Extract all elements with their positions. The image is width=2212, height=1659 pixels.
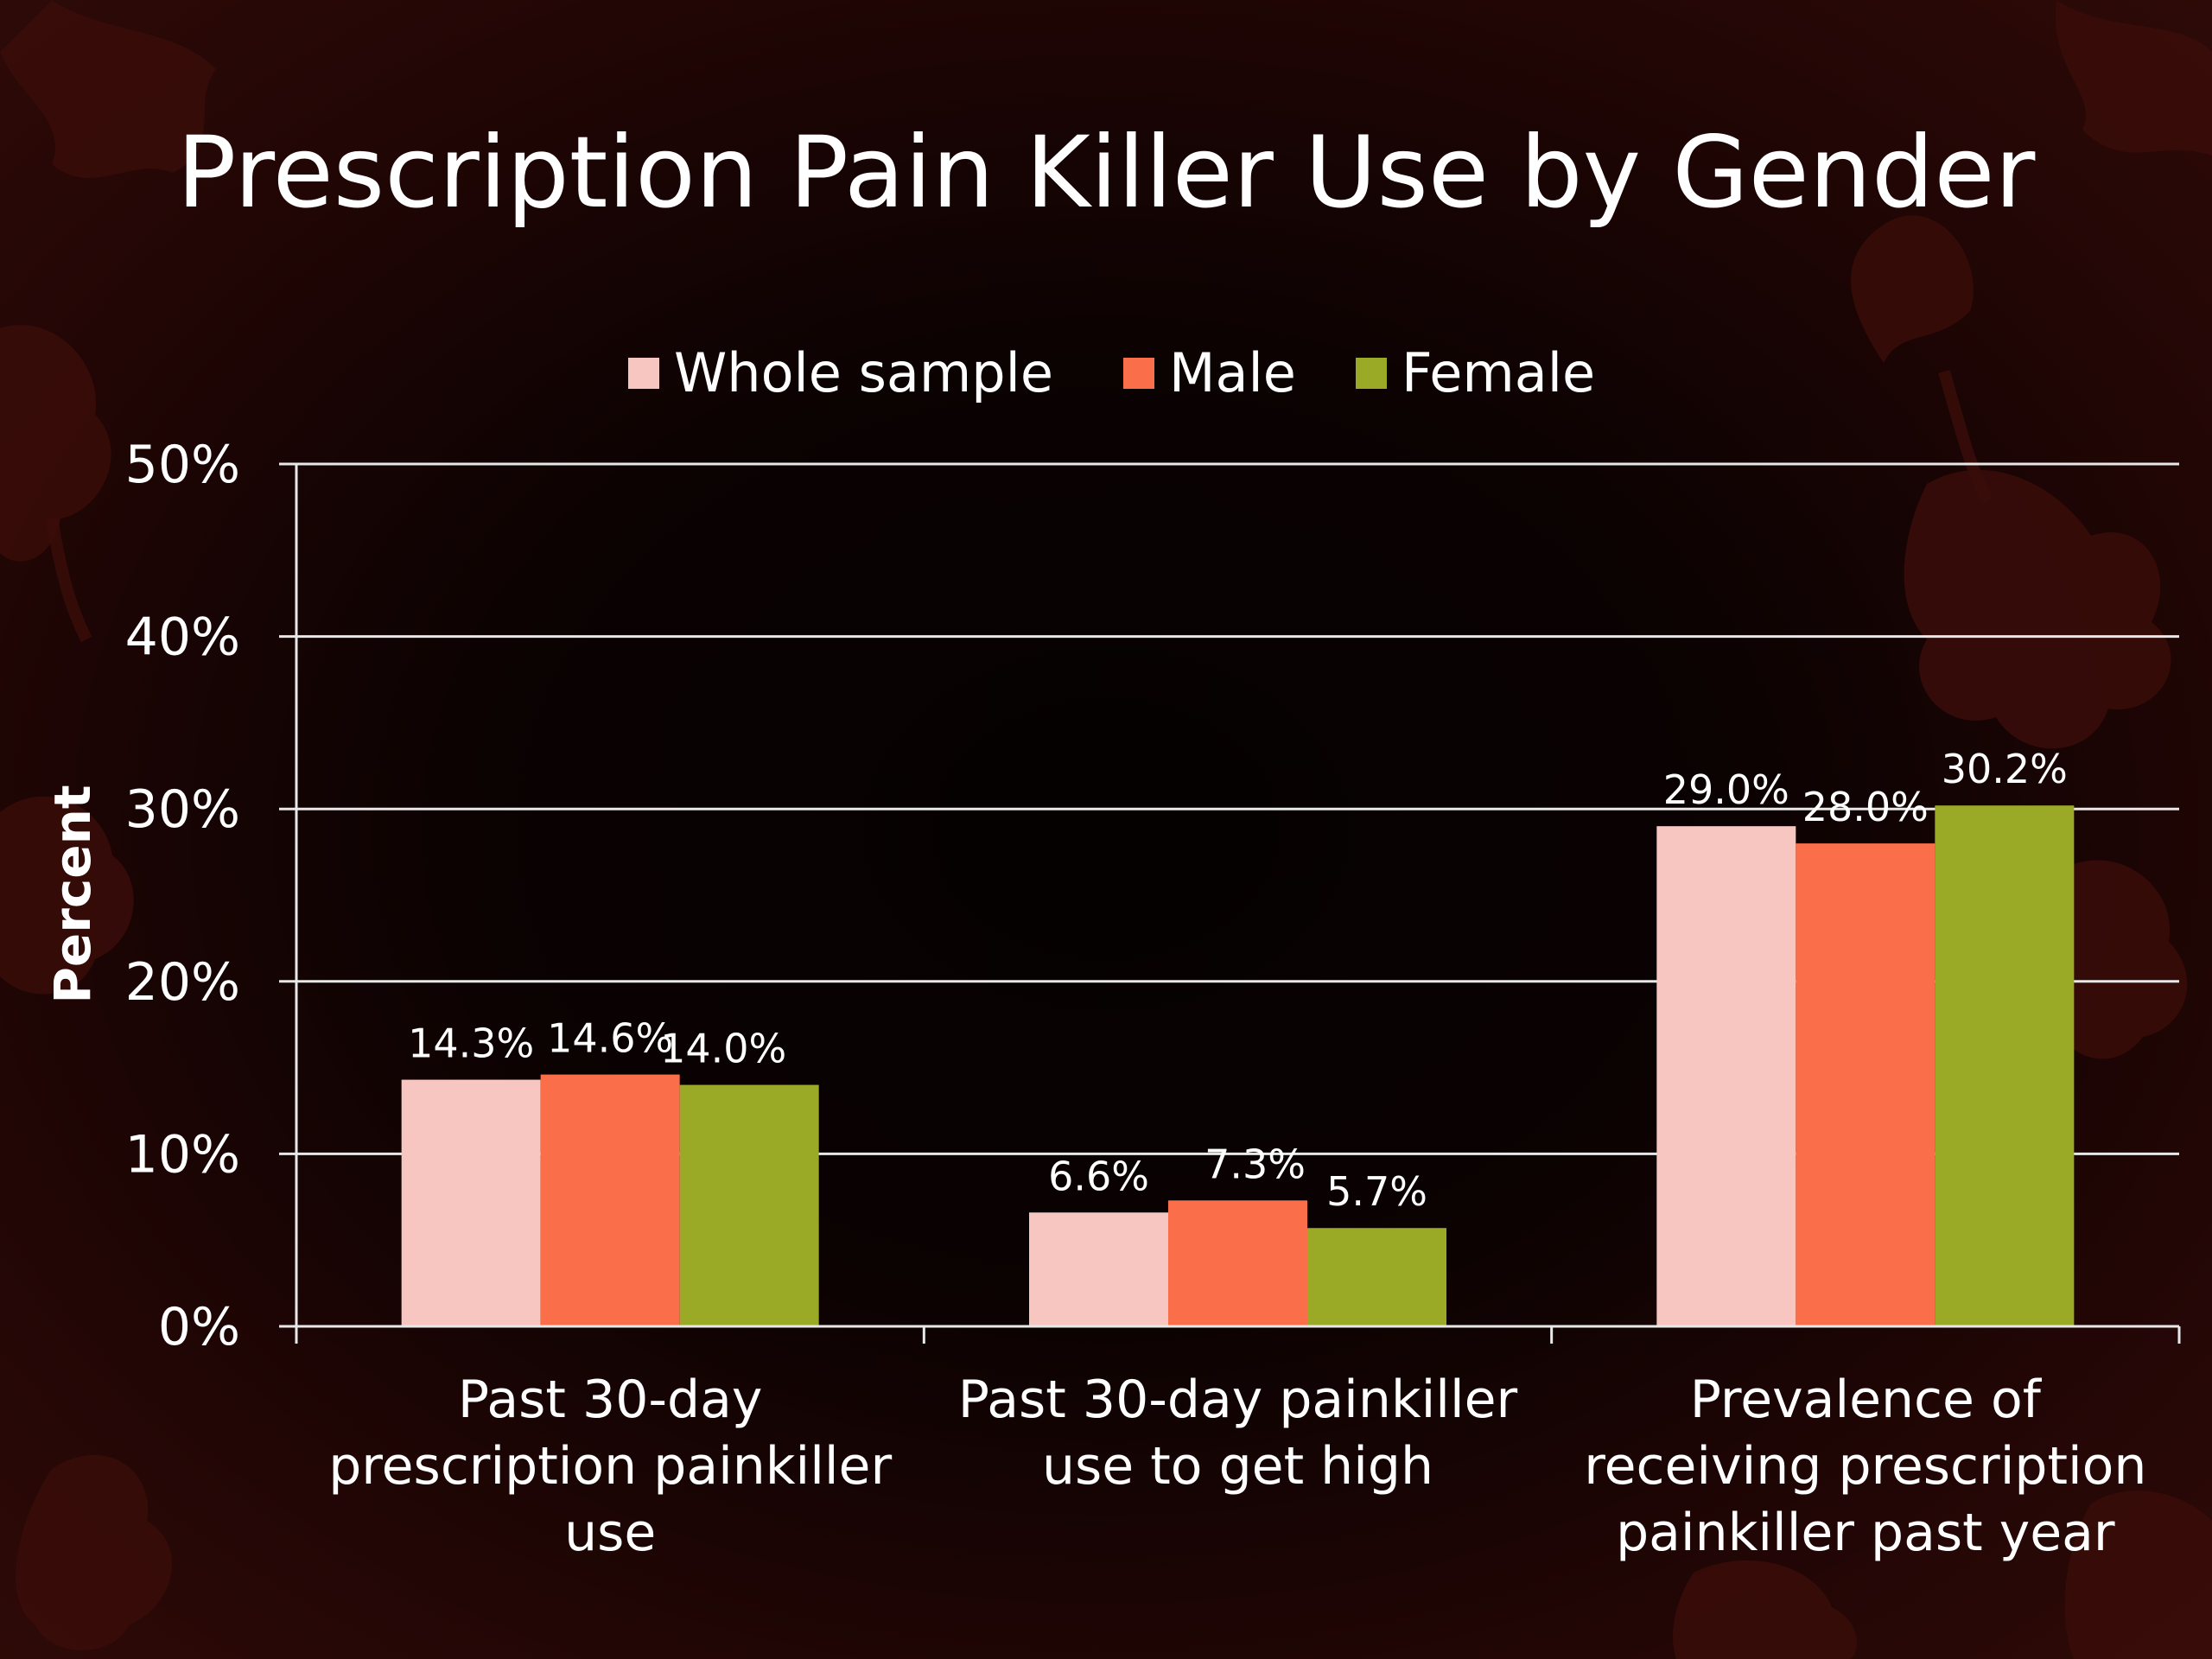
leaf-icon [16, 1454, 172, 1650]
leaf-icon [0, 325, 111, 562]
data-label: 14.6% [547, 1015, 673, 1062]
y-tick-label: 20% [125, 952, 240, 1013]
leaf-icon [1851, 215, 1974, 363]
bar-whole-sample [1656, 826, 1796, 1326]
legend-label: Female [1402, 341, 1595, 404]
data-label: 5.7% [1326, 1168, 1427, 1215]
x-category-label: use [564, 1503, 656, 1563]
x-category-label: painkiller past year [1616, 1503, 2115, 1563]
legend-label: Whole sample [674, 341, 1053, 404]
bar-whole-sample [1029, 1212, 1168, 1326]
bar-female [679, 1084, 819, 1326]
leaf-icon [2064, 1491, 2212, 1659]
legend-swatch [1356, 358, 1387, 389]
bars [401, 805, 2075, 1326]
bar-female [1935, 805, 2075, 1326]
data-label: 29.0% [1663, 766, 1789, 813]
legend-label: Male [1169, 341, 1296, 404]
x-category-label: Past 30-day painkiller [958, 1370, 1518, 1430]
leaf-icon [0, 0, 216, 179]
y-tick-label: 40% [125, 607, 240, 668]
bar-female [1307, 1228, 1446, 1326]
data-label: 14.0% [660, 1026, 786, 1072]
data-label: 7.3% [1205, 1141, 1306, 1187]
bar-male [1796, 843, 1936, 1326]
y-axis-title: Percent [43, 785, 102, 1003]
bar-male [540, 1074, 680, 1326]
data-label: 14.3% [408, 1020, 534, 1067]
bar-male [1168, 1200, 1307, 1326]
y-tick-label: 50% [125, 435, 240, 495]
x-category-label: receiving prescription [1584, 1436, 2146, 1497]
y-tick-label: 0% [158, 1297, 240, 1357]
x-category-label: Past 30-day [458, 1370, 762, 1430]
x-category-label: Prevalence of [1690, 1370, 2043, 1430]
y-tick-label: 30% [125, 779, 240, 840]
leaf-icon [0, 796, 134, 995]
data-label: 28.0% [1802, 784, 1929, 830]
leaf-icon [1904, 469, 2171, 749]
x-category-label: use to get high [1042, 1436, 1433, 1497]
axes: 0% 10% 20% 30% 40% 50% Past 30-dayprescription… [125, 435, 2181, 1563]
x-category-label: prescription painkiller [328, 1436, 892, 1497]
leaf-icon [1673, 1560, 1857, 1659]
y-tick-label: 10% [125, 1124, 240, 1185]
data-labels: 14.3% 14.6%14.0% 6.6% 7.3% 5.7% 29.0% 28.0% 30.… [408, 746, 2068, 1215]
legend: Whole sample Male Female [628, 341, 1595, 404]
data-label: 30.2% [1942, 746, 2068, 792]
bar-whole-sample [401, 1079, 541, 1326]
legend-swatch [1123, 358, 1154, 389]
slide-title: Prescription Pain Killer Use by Gender [176, 115, 2036, 230]
data-label: 6.6% [1048, 1153, 1149, 1199]
legend-swatch [628, 358, 659, 389]
leaf-icon [2055, 0, 2212, 156]
